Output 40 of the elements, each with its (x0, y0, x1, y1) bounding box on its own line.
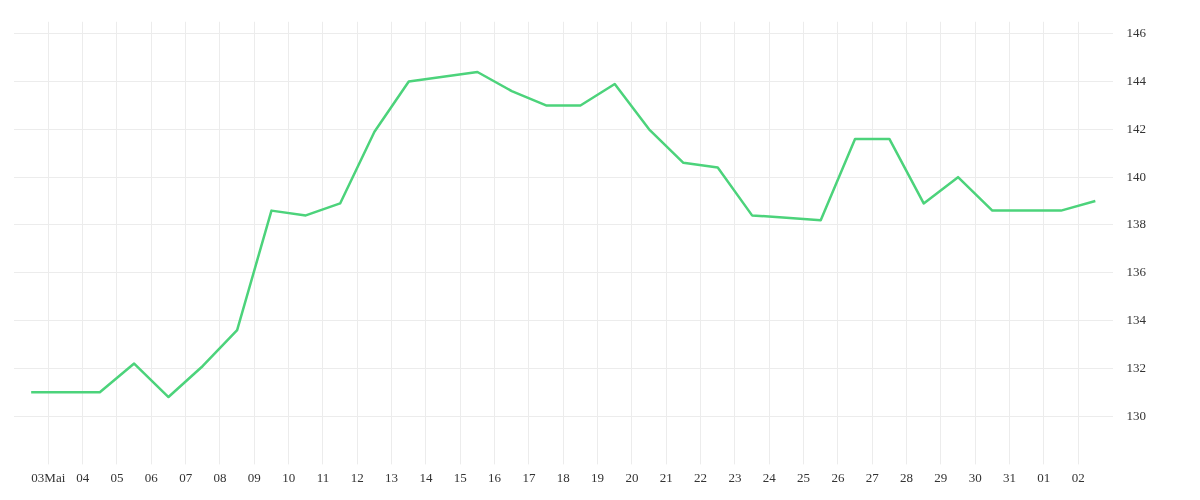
x-tick-label: 25 (797, 469, 811, 485)
x-tick-label: 19 (591, 469, 605, 485)
x-tick-label: 31 (1003, 469, 1017, 485)
x-tick-label: 21 (659, 469, 673, 485)
x-tick-label: 14 (419, 469, 433, 485)
x-tick-label: 17 (522, 469, 536, 485)
x-tick-label: 03Mai (31, 469, 66, 485)
x-tick-label: 10 (282, 469, 296, 485)
y-tick-label: 144 (1126, 72, 1147, 88)
y-tick-label: 142 (1126, 120, 1146, 136)
y-tick-label: 134 (1126, 311, 1147, 327)
y-tick-label: 132 (1126, 359, 1146, 375)
x-tick-label: 07 (179, 469, 193, 485)
x-tick-label: 04 (76, 469, 90, 485)
x-tick-label: 27 (865, 469, 880, 485)
x-tick-label: 26 (831, 469, 845, 485)
x-tick-label: 29 (934, 469, 948, 485)
y-tick-label: 140 (1126, 168, 1146, 184)
x-tick-label: 20 (625, 469, 639, 485)
x-tick-label: 24 (762, 469, 777, 485)
x-tick-label: 12 (350, 469, 364, 485)
x-tick-label: 15 (453, 469, 467, 485)
y-tick-label: 146 (1126, 25, 1147, 41)
x-tick-label: 23 (728, 469, 742, 485)
x-tick-label: 01 (1037, 469, 1051, 485)
x-tick-label: 28 (900, 469, 914, 485)
x-tick-label: 22 (694, 469, 708, 485)
x-tick-label: 30 (968, 469, 982, 485)
x-tick-label: 13 (385, 469, 399, 485)
x-tick-label: 06 (144, 469, 159, 485)
x-tick-label: 16 (488, 469, 502, 485)
x-tick-label: 11 (316, 469, 330, 485)
x-tick-label: 02 (1071, 469, 1085, 485)
x-tick-label: 08 (213, 469, 227, 485)
x-tick-label: 05 (110, 469, 124, 485)
y-tick-label: 138 (1126, 216, 1146, 232)
y-tick-label: 136 (1126, 264, 1147, 280)
x-tick-label: 09 (247, 469, 261, 485)
x-tick-label: 18 (556, 469, 570, 485)
y-tick-label: 130 (1126, 407, 1146, 423)
